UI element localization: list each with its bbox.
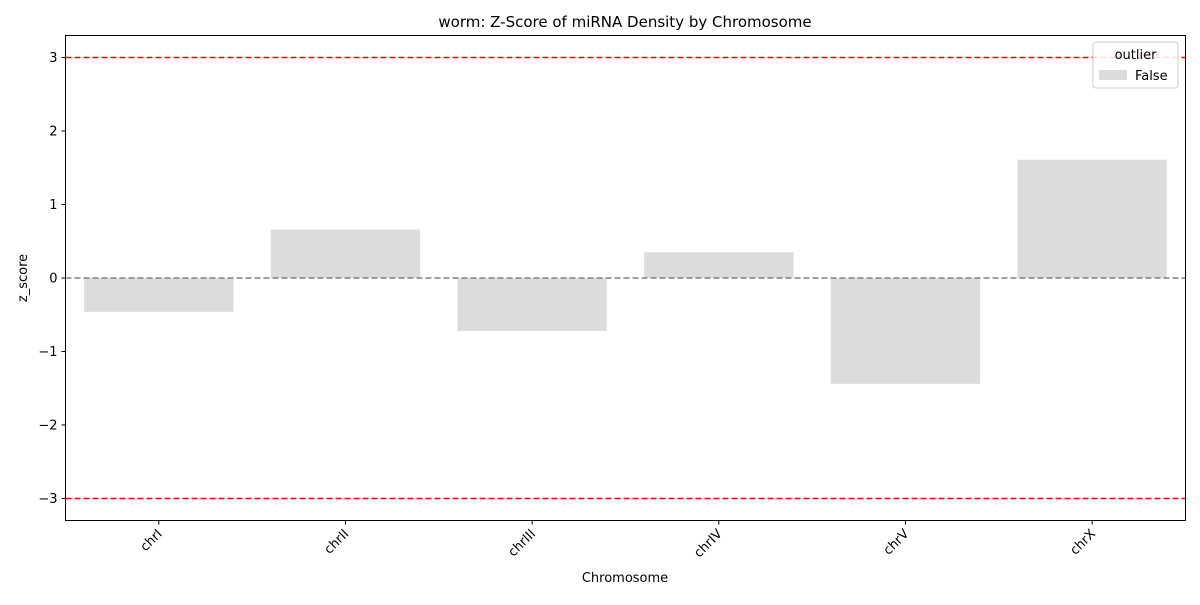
legend-title: outlier <box>1115 48 1158 63</box>
plot-frame <box>65 35 1186 521</box>
bar-chrIII <box>457 278 607 331</box>
bar-chrX <box>1017 159 1167 278</box>
bars-group <box>84 159 1167 384</box>
y-tick-label: −1 <box>38 345 57 360</box>
reference-lines <box>65 56 1186 500</box>
bar-chrI <box>84 278 234 312</box>
bar-chrIV <box>644 252 794 278</box>
x-tick-label: chrX <box>1067 527 1099 559</box>
y-tick-label: 2 <box>49 125 57 140</box>
y-tick-label: −2 <box>38 418 57 433</box>
y-tick-label: 3 <box>49 51 57 66</box>
bar-chrII <box>270 229 421 278</box>
x-axis: chrI chrII chrIII chrIV chrV chrX <box>138 520 1099 561</box>
y-tick-label: 0 <box>49 272 57 287</box>
legend: outlier False <box>1092 41 1179 89</box>
bar-chrV <box>830 278 981 384</box>
legend-swatch <box>1099 70 1127 80</box>
x-tick-label: chrV <box>881 527 913 559</box>
x-tick-label: chrIII <box>506 527 539 560</box>
chart-title: worm: Z-Score of miRNA Density by Chromo… <box>438 13 811 31</box>
x-tick-label: chrII <box>322 527 353 558</box>
x-tick-label: chrI <box>138 527 166 555</box>
legend-entry-label: False <box>1135 69 1168 84</box>
y-tick-label: −3 <box>38 492 57 507</box>
y-axis-label: z_score <box>16 254 31 302</box>
y-axis: −3 −2 −1 0 1 2 3 <box>38 51 66 507</box>
x-tick-label: chrIV <box>691 527 725 561</box>
y-tick-label: 1 <box>49 198 57 213</box>
x-axis-label: Chromosome <box>582 571 668 586</box>
